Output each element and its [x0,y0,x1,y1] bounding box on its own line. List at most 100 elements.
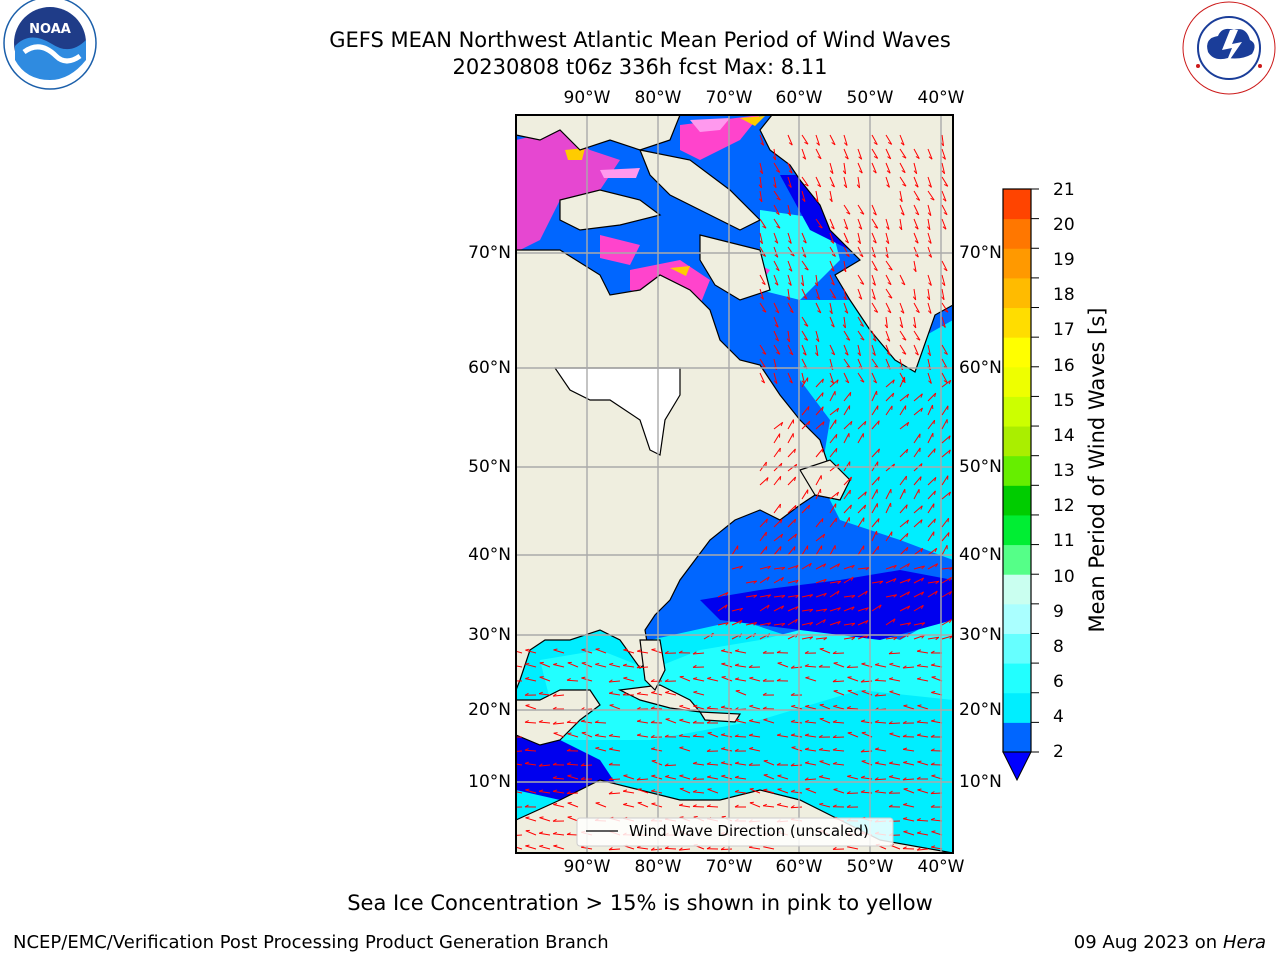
wave-direction-arrowhead [942,324,946,328]
wave-direction-arrowhead [917,760,922,763]
wave-direction-arrow [846,666,859,668]
wave-direction-arrowhead [808,420,811,426]
wave-direction-arrowhead [538,789,544,792]
wave-direction-arrowhead [803,296,808,300]
wave-direction-arrowhead [774,324,779,328]
wave-direction-arrow [941,591,952,598]
wave-direction-arrow [773,316,779,328]
wave-direction-arrowhead [805,788,810,790]
wave-direction-arrow [941,190,947,202]
wave-direction-arrowhead [707,676,712,679]
colorbar-tick-label: 6 [1053,672,1064,692]
colorbar-cell [1003,603,1031,634]
wave-direction-arrow [815,190,819,202]
wave-direction-arrowhead [931,663,936,666]
wave-direction-arrowhead [865,620,869,625]
wave-direction-arrow [651,649,663,654]
wave-direction-arrow [903,804,915,808]
wave-direction-arrowhead [858,170,863,174]
wave-direction-arrow [885,379,895,388]
wave-direction-arrow [651,775,663,780]
wave-direction-arrow [787,302,794,313]
wave-direction-arrowhead [914,254,919,258]
wave-direction-arrowhead [877,546,880,551]
wave-direction-arrow [623,804,635,808]
wave-direction-arrow [801,246,807,258]
wave-direction-arrow [871,405,879,416]
wave-direction-arrowhead [790,805,795,809]
wave-direction-arrowhead [860,749,865,753]
wave-direction-arrowhead [901,170,906,174]
wave-direction-arrow [832,680,845,683]
wave-direction-arrow [566,679,579,682]
wave-direction-arrowhead [860,679,865,683]
wave-direction-arrowhead [877,420,880,425]
wave-direction-arrow [553,804,565,808]
wave-direction-arrowhead [860,337,865,341]
wave-direction-arrowhead [842,170,846,175]
wave-direction-arrowhead [623,802,628,805]
newfoundland [799,459,851,501]
wave-direction-arrow [735,777,747,780]
wave-direction-arrowhead [842,324,846,329]
wave-direction-arrowhead [788,184,792,188]
wave-direction-arrowhead [553,844,558,847]
wave-direction-arrow [902,778,915,781]
wave-direction-arrowhead [860,379,865,383]
wave-direction-arrow [787,246,795,257]
wave-direction-arrow [735,678,747,682]
wave-direction-arrowhead [749,801,754,804]
wave-direction-arrow [927,190,935,201]
wave-direction-arrowhead [830,184,835,188]
wave-direction-arrow [899,475,907,486]
wave-direction-arrow [931,676,943,682]
colorbar-tick-label: 11 [1053,531,1075,551]
wave-direction-arrow [833,763,845,766]
wave-direction-arrow [706,805,719,808]
wave-direction-arrowhead [734,663,740,666]
wave-direction-arrowhead [735,689,740,692]
wave-direction-arrow [941,405,949,416]
wave-direction-arrowhead [887,156,891,160]
wave-direction-arrow [941,148,946,160]
wave-direction-arrow [759,477,769,486]
wave-direction-arrow [594,721,607,724]
wave-direction-arrowhead [846,211,851,215]
wave-direction-arrowhead [899,324,904,329]
wave-direction-arrow [721,676,733,682]
wave-direction-arrow [899,591,910,598]
wave-direction-arrowhead [884,324,888,329]
colorbar-cell [1003,277,1031,309]
wave-direction-arrowhead [788,282,792,286]
wave-direction-arrowhead [861,731,866,734]
wave-direction-arrowhead [721,815,726,818]
wave-direction-arrow [805,734,817,738]
wave-direction-arrowhead [795,606,799,611]
wave-direction-arrow [805,748,817,752]
wave-direction-arrow [885,392,895,402]
wave-direction-arrowhead [524,692,529,696]
wave-direction-arrowhead [885,240,890,244]
wave-direction-arrow [913,488,920,500]
wave-direction-arrowhead [912,296,917,301]
wave-direction-arrowhead [930,791,935,795]
wave-direction-arrowhead [779,546,782,551]
wave-direction-arrowhead [794,505,797,510]
wave-direction-arrow [843,358,851,369]
wave-direction-arrow [801,420,811,430]
wave-direction-arrowhead [802,240,807,244]
wave-direction-arrow [913,505,923,514]
wave-direction-arrow [787,176,792,188]
wave-direction-arrow [636,778,649,781]
wave-direction-arrow [819,803,831,808]
wave-direction-arrowhead [888,790,893,794]
wave-direction-arrow [595,735,607,738]
wave-direction-arrowhead [889,662,894,665]
wave-direction-arrow [801,330,809,341]
wave-direction-arrow [885,288,893,299]
wave-direction-arrow [941,344,948,355]
wave-direction-arrow [941,204,948,215]
wave-direction-arrowhead [734,804,739,808]
wave-direction-arrowhead [790,253,795,257]
wave-direction-arrowhead [721,774,726,777]
